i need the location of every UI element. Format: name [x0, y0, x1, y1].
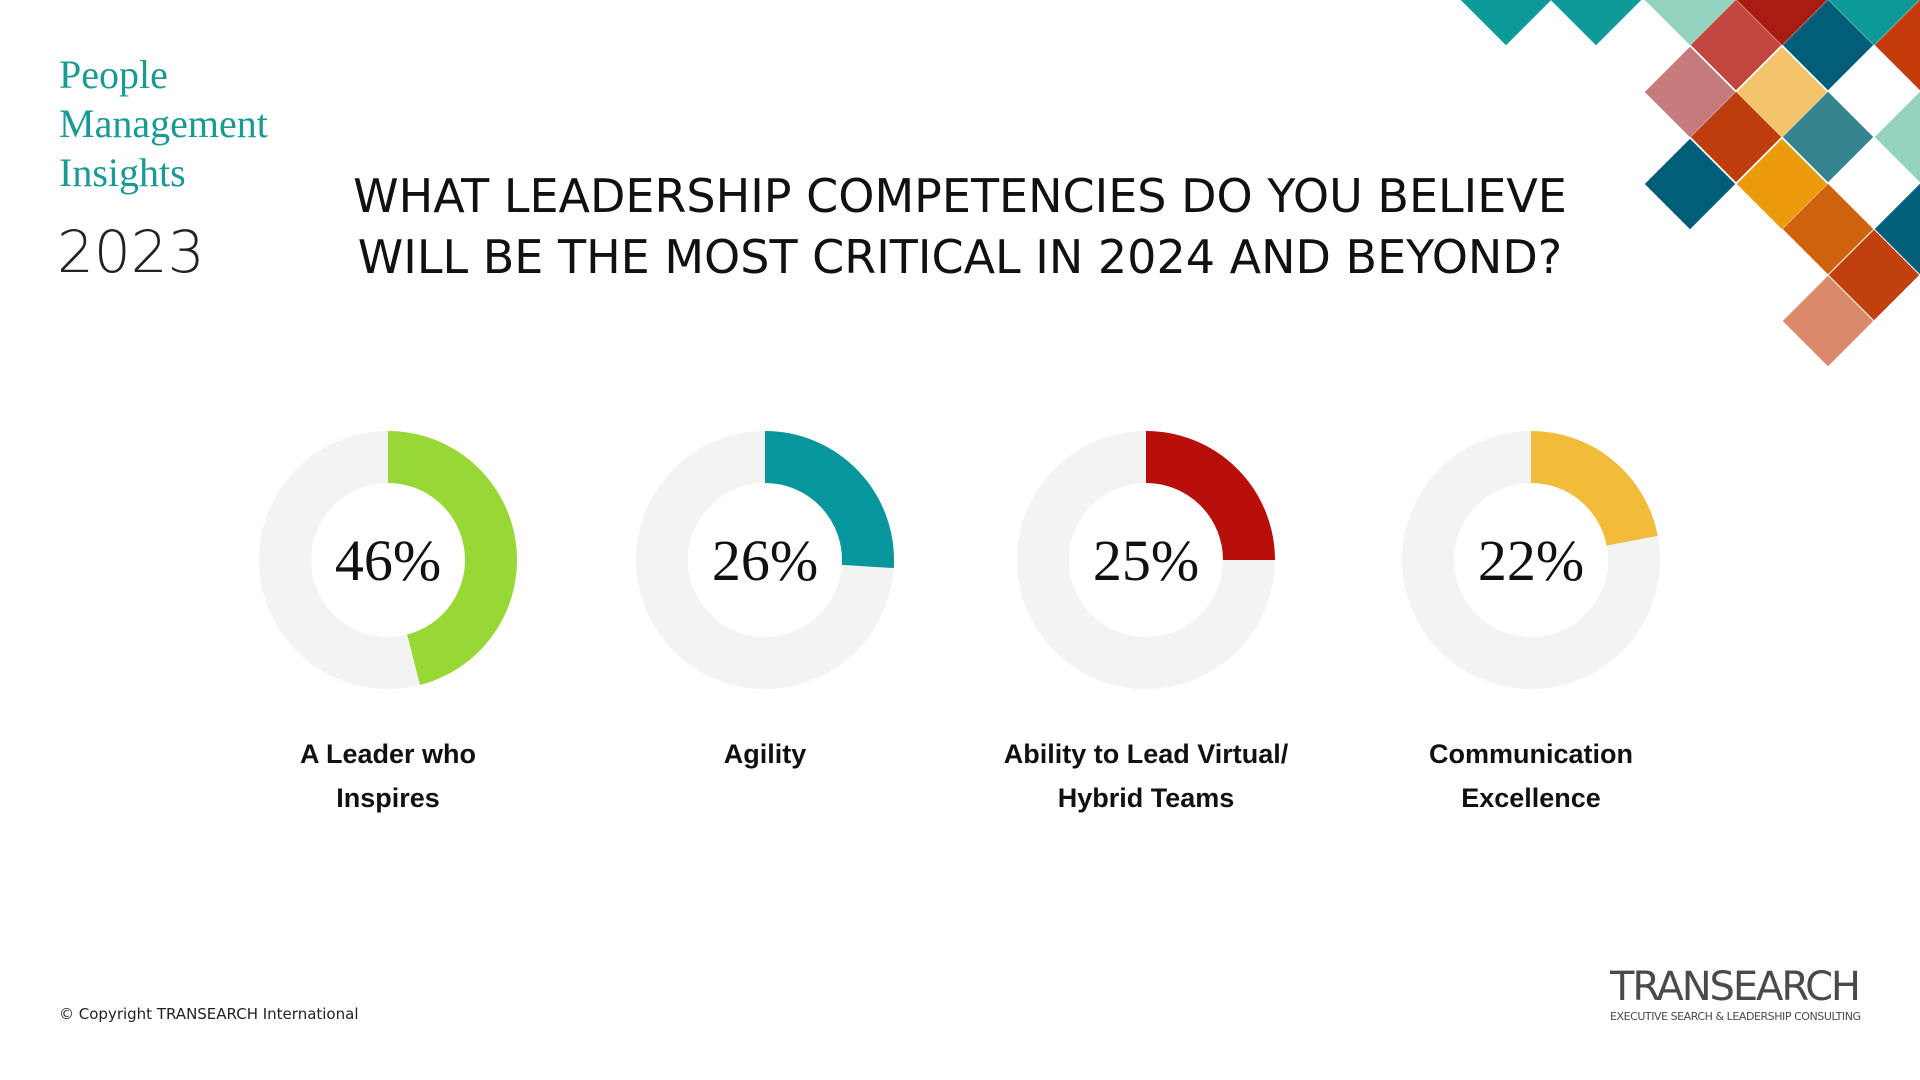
category-label: Communication — [1429, 739, 1633, 769]
category-label: Hybrid Teams — [1058, 783, 1235, 813]
tagline: EXECUTIVE SEARCH & LEADERSHIP CONSULTING — [1610, 1010, 1861, 1023]
donut-segment — [387, 431, 517, 685]
value-label: 26% — [712, 528, 818, 593]
series-title: Management — [59, 101, 268, 146]
category-label: Excellence — [1461, 783, 1601, 813]
category-label: Agility — [724, 739, 807, 769]
donut-segment — [1530, 431, 1658, 547]
category-label: A Leader who — [300, 739, 476, 769]
copyright: © Copyright TRANSEARCH International — [59, 1005, 358, 1023]
series-title: Insights — [59, 150, 186, 195]
value-label: 22% — [1478, 528, 1584, 593]
logo: TRANSEARCH — [1609, 964, 1861, 1010]
question: WHAT LEADERSHIP COMPETENCIES DO YOU BELI… — [353, 169, 1567, 223]
value-label: 25% — [1093, 528, 1199, 593]
category-label: Ability to Lead Virtual/ — [1004, 739, 1289, 769]
donut-segment — [764, 431, 894, 569]
category-label: Inspires — [336, 783, 440, 813]
year: 2023 — [57, 218, 205, 286]
donut-segment — [1145, 431, 1275, 561]
donut-charts: 46% A Leader who Inspires 26% Agility 25% Abil… — [259, 431, 1660, 813]
series-title: People — [59, 52, 168, 97]
question: WILL BE THE MOST CRITICAL IN 2024 AND BE… — [358, 230, 1562, 284]
value-label: 46% — [335, 528, 441, 593]
